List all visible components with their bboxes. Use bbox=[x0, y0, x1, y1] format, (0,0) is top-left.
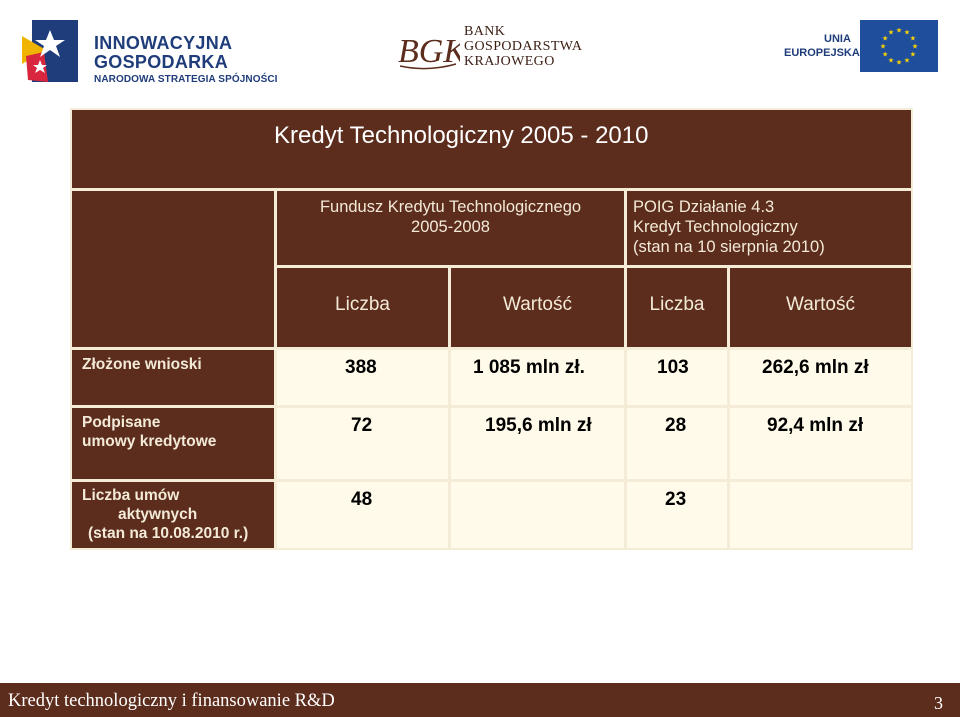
cell-value: 92,4 mln zł bbox=[767, 415, 864, 436]
table-cell: 103 bbox=[627, 350, 727, 405]
eu-star-icon: ★ bbox=[896, 59, 902, 67]
credit-table: Kredyt Technologiczny 2005 - 2010 Fundus… bbox=[70, 108, 913, 550]
eu-star-icon: ★ bbox=[912, 43, 918, 51]
eu-star-icon: ★ bbox=[888, 29, 894, 37]
table-cell: 72 bbox=[277, 408, 448, 479]
table-title: Kredyt Technologiczny 2005 - 2010 bbox=[274, 122, 649, 149]
cell-value: 388 bbox=[345, 357, 377, 378]
cell-value: 28 bbox=[665, 415, 687, 436]
svg-text:BGK: BGK bbox=[398, 33, 460, 70]
row-label-cell: Złożone wnioski bbox=[72, 350, 274, 405]
eu-star-icon: ★ bbox=[880, 43, 886, 51]
eu-line1: UNIA bbox=[824, 33, 851, 45]
group2-line1: POIG Działanie 4.3 bbox=[633, 198, 775, 216]
table-cell: 23 bbox=[627, 482, 727, 548]
group1-line1: Fundusz Kredytu Technologicznego bbox=[319, 198, 582, 216]
table-cell bbox=[451, 482, 624, 548]
cell-value: 262,6 mln zł bbox=[762, 357, 869, 378]
table-cell bbox=[730, 482, 911, 548]
bgk-monogram-icon: BGK bbox=[398, 33, 460, 70]
innowacyjna-gospodarka-logo: INNOWACYJNA GOSPODARKA NARODOWA STRATEGI… bbox=[20, 16, 277, 86]
row-label-line: aktywnych bbox=[118, 506, 198, 523]
group1-line2: 2005-2008 bbox=[411, 218, 490, 236]
row-label-cell: Liczba umów aktywnych (stan na 10.08.201… bbox=[72, 482, 274, 548]
table-cell: 388 bbox=[277, 350, 448, 405]
eu-star-icon: ★ bbox=[910, 35, 916, 43]
table-cell: 48 bbox=[277, 482, 448, 548]
star-logo-icon bbox=[22, 20, 78, 82]
cell-value: 103 bbox=[657, 357, 689, 378]
column-header: Wartość bbox=[451, 268, 624, 347]
row-label-line: Podpisane bbox=[82, 414, 161, 431]
cell-value: 195,6 mln zł bbox=[485, 415, 592, 436]
logo-text-line1: INNOWACYJNA bbox=[94, 33, 233, 53]
eu-line2: EUROPEJSKA bbox=[784, 47, 860, 59]
header-corner-cell bbox=[72, 191, 274, 347]
group-header-poig: POIG Działanie 4.3 Kredyt Technologiczny… bbox=[627, 191, 911, 265]
row-label-line: umowy kredytowe bbox=[82, 433, 217, 450]
eu-logo: UNIA EUROPEJSKA ★ ★ ★ ★ ★ ★ ★ ★ ★ ★ ★ ★ bbox=[780, 20, 940, 76]
group2-line3: (stan na 10 sierpnia 2010) bbox=[633, 238, 825, 256]
table-cell: 92,4 mln zł bbox=[730, 408, 911, 479]
page-number: 3 bbox=[934, 693, 943, 713]
row-label-line: Liczba umów bbox=[82, 487, 180, 504]
footer-title: Kredyt technologiczny i finansowanie R&D bbox=[8, 691, 335, 711]
table-cell: 1 085 mln zł. bbox=[451, 350, 624, 405]
bgk-line1: BANK bbox=[464, 24, 506, 39]
group-header-fkt: Fundusz Kredytu Technologicznego 2005-20… bbox=[277, 191, 624, 265]
bgk-line3: KRAJOWEGO bbox=[464, 54, 555, 69]
row-label-line: (stan na 10.08.2010 r.) bbox=[88, 525, 249, 542]
table-cell: 262,6 mln zł bbox=[730, 350, 911, 405]
footer-bar: Kredyt technologiczny i finansowanie R&D… bbox=[0, 683, 960, 717]
eu-flag-icon: ★ ★★★★★★★★★★★ bbox=[860, 20, 938, 72]
eu-star-icon: ★ bbox=[888, 56, 894, 64]
table-title-cell: Kredyt Technologiczny 2005 - 2010 bbox=[72, 110, 911, 188]
column-header: Liczba bbox=[627, 268, 727, 347]
column-header: Liczba bbox=[277, 268, 448, 347]
table-cell: 195,6 mln zł bbox=[451, 408, 624, 479]
cell-value: 1 085 mln zł. bbox=[473, 357, 585, 378]
cell-value: 23 bbox=[665, 489, 687, 510]
table-cell: 28 bbox=[627, 408, 727, 479]
logo-text-line2: GOSPODARKA bbox=[94, 52, 229, 72]
column-header: Wartość bbox=[730, 268, 911, 347]
row-label-cell: Podpisane umowy kredytowe bbox=[72, 408, 274, 479]
eu-star-icon: ★ bbox=[882, 51, 888, 59]
eu-star-icon: ★ bbox=[910, 51, 916, 59]
bgk-line2: GOSPODARSTWA bbox=[464, 39, 583, 54]
cell-value: 48 bbox=[351, 489, 373, 510]
eu-star-icon: ★ bbox=[896, 27, 902, 35]
logo-text-line3: NARODOWA STRATEGIA SPÓJNOŚCI bbox=[94, 74, 278, 85]
bgk-logo: BGK BANK GOSPODARSTWA KRAJOWEGO bbox=[396, 24, 596, 72]
eu-star-icon: ★ bbox=[904, 29, 910, 37]
row-label: Złożone wnioski bbox=[82, 356, 202, 373]
cell-value: 72 bbox=[351, 415, 373, 436]
group2-line2: Kredyt Technologiczny bbox=[633, 218, 798, 236]
eu-star-icon: ★ bbox=[882, 35, 888, 43]
eu-star-icon: ★ bbox=[904, 56, 910, 64]
